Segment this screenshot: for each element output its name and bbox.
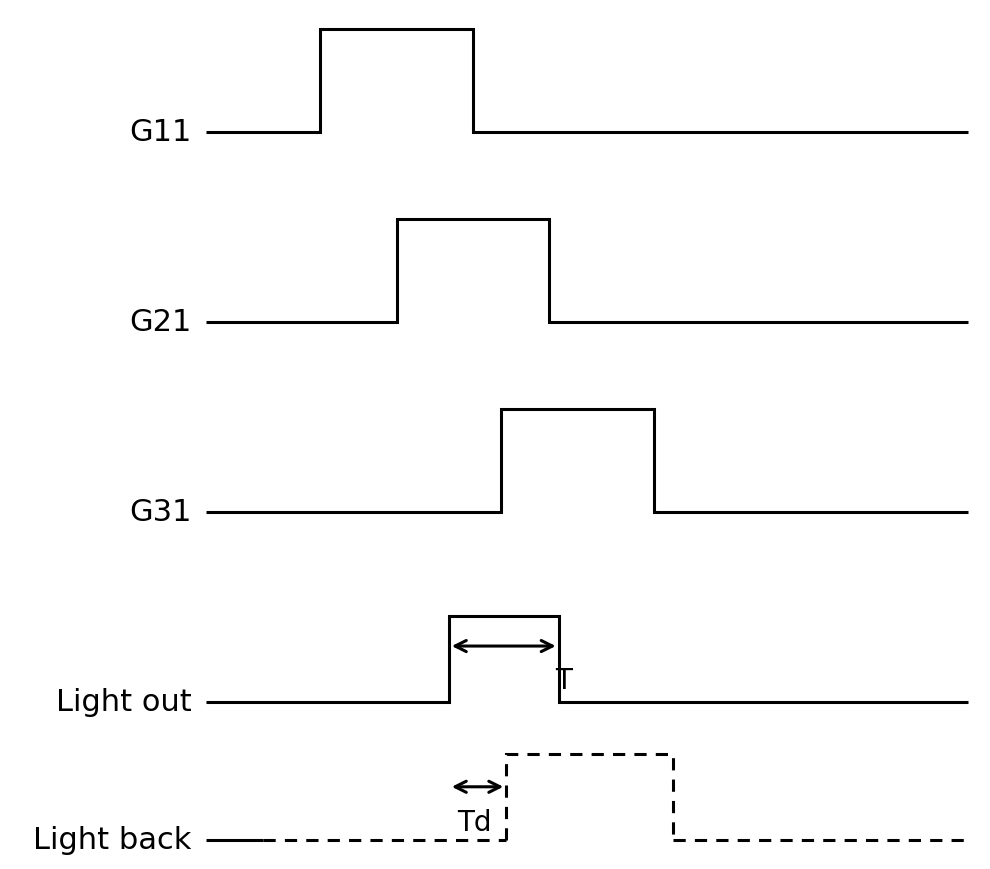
Text: Light out: Light out xyxy=(56,687,192,717)
Text: Td: Td xyxy=(457,809,492,837)
Text: G31: G31 xyxy=(130,498,192,527)
Text: Light back: Light back xyxy=(34,826,192,855)
Text: G11: G11 xyxy=(130,118,192,147)
Text: G21: G21 xyxy=(130,308,192,337)
Text: T: T xyxy=(554,667,571,694)
